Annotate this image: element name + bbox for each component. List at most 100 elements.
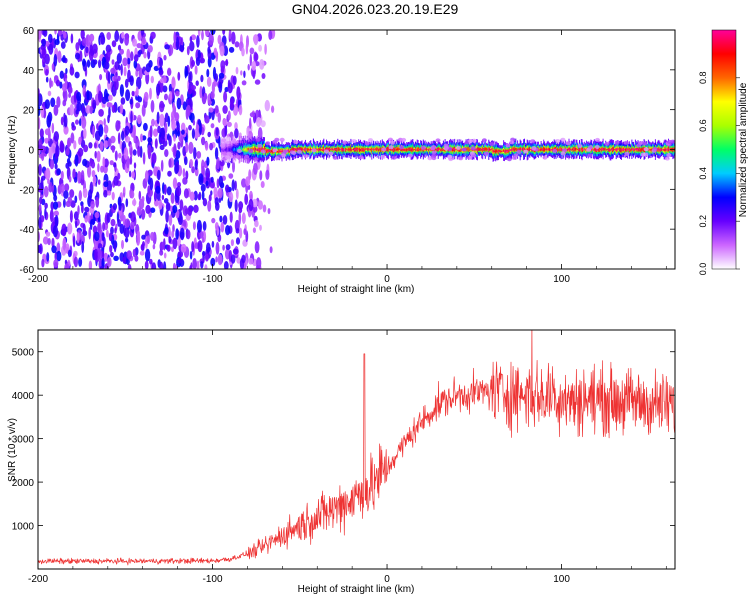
halo-speckle bbox=[471, 153, 476, 158]
noise-speckle bbox=[97, 243, 103, 249]
halo-speckle bbox=[303, 154, 309, 159]
noise-speckle bbox=[142, 152, 146, 165]
noise-speckle bbox=[149, 125, 153, 138]
signal-band-segment bbox=[319, 147, 321, 150]
signal-band-segment bbox=[408, 148, 409, 150]
signal-band-segment bbox=[504, 150, 505, 153]
noise-speckle bbox=[248, 198, 254, 212]
noise-speckle bbox=[94, 211, 100, 219]
noise-speckle bbox=[43, 185, 49, 198]
signal-band-segment bbox=[530, 148, 532, 151]
noise-speckle bbox=[136, 43, 142, 49]
signal-band-segment bbox=[256, 148, 258, 151]
noise-speckle bbox=[215, 256, 218, 263]
noise-speckle bbox=[103, 252, 109, 262]
halo-speckle bbox=[407, 153, 413, 158]
signal-band-segment bbox=[371, 148, 373, 152]
noise-speckle bbox=[38, 163, 42, 176]
snr-x-tick-label: 0 bbox=[384, 574, 390, 585]
noise-speckle bbox=[39, 196, 43, 205]
noise-speckle bbox=[156, 83, 161, 96]
spectrogram-y-tick-label: 20 bbox=[23, 106, 35, 117]
signal-band-segment bbox=[367, 148, 369, 150]
noise-speckle bbox=[252, 198, 258, 208]
signal-band-segment bbox=[242, 148, 244, 151]
signal-band-segment bbox=[323, 147, 325, 151]
noise-speckle bbox=[167, 67, 172, 77]
noise-speckle bbox=[164, 93, 168, 101]
colorbar-gradient bbox=[712, 30, 736, 269]
noise-speckle bbox=[245, 176, 251, 187]
noise-speckle bbox=[54, 30, 57, 35]
noise-speckle bbox=[175, 90, 180, 97]
signal-band-segment bbox=[455, 149, 457, 151]
signal-band-segment bbox=[353, 148, 355, 151]
noise-speckle bbox=[139, 250, 145, 256]
noise-speckle bbox=[51, 122, 55, 134]
snr-frame bbox=[37, 329, 676, 570]
halo-speckle bbox=[623, 140, 629, 145]
noise-speckle bbox=[42, 236, 49, 245]
signal-band-segment bbox=[415, 148, 416, 150]
signal-band-segment bbox=[343, 149, 345, 151]
signal-band-segment bbox=[271, 149, 273, 153]
noise-speckle bbox=[226, 121, 232, 128]
noise-speckle bbox=[172, 177, 178, 189]
halo-speckle bbox=[324, 149, 329, 154]
halo-speckle bbox=[666, 153, 672, 157]
halo-speckle bbox=[272, 148, 278, 153]
snr-plot-area bbox=[38, 330, 675, 569]
noise-speckle bbox=[259, 59, 265, 70]
signal-band-segment bbox=[331, 148, 333, 150]
halo-speckle bbox=[328, 151, 334, 156]
noise-speckle bbox=[210, 123, 215, 129]
noise-speckle bbox=[70, 33, 74, 44]
signal-band-segment bbox=[538, 149, 540, 151]
signal-band-segment bbox=[399, 148, 401, 150]
signal-band-segment bbox=[233, 148, 235, 152]
noise-speckle bbox=[207, 56, 212, 68]
spectrogram-axes: -200 -100 0 100 60 40 20 0 -20 -40 -60 bbox=[20, 26, 675, 285]
signal-band-segment bbox=[619, 148, 621, 151]
signal-band-segment bbox=[483, 148, 485, 150]
noise-speckle bbox=[111, 191, 115, 201]
signal-band-segment bbox=[307, 148, 309, 151]
noise-speckle bbox=[249, 112, 255, 118]
halo-speckle bbox=[467, 139, 473, 143]
noise-speckle bbox=[254, 241, 260, 254]
signal-band-segment bbox=[326, 148, 328, 151]
noise-speckle bbox=[121, 130, 125, 141]
signal-band-segment bbox=[572, 148, 573, 151]
signal-band-segment bbox=[605, 148, 607, 151]
noise-speckle bbox=[63, 198, 66, 208]
noise-speckle bbox=[126, 250, 132, 260]
signal-band-segment bbox=[318, 149, 320, 151]
noise-speckle bbox=[73, 176, 78, 183]
noise-speckle bbox=[218, 136, 221, 149]
halo-speckle bbox=[274, 137, 280, 142]
signal-band-segment bbox=[380, 148, 382, 151]
signal-band-segment bbox=[661, 149, 663, 151]
noise-speckle bbox=[60, 41, 66, 49]
noise-speckle bbox=[53, 210, 59, 217]
noise-speckle bbox=[159, 144, 165, 151]
signal-band-segment bbox=[489, 148, 491, 151]
noise-speckle bbox=[220, 221, 225, 233]
noise-speckle bbox=[210, 176, 214, 183]
signal-band-segment bbox=[510, 149, 512, 152]
noise-speckle bbox=[191, 59, 195, 67]
snr-series-line bbox=[38, 330, 675, 566]
noise-speckle bbox=[222, 30, 226, 35]
noise-speckle bbox=[73, 140, 77, 150]
noise-speckle bbox=[179, 199, 184, 211]
noise-speckle bbox=[245, 42, 249, 55]
signal-band-segment bbox=[361, 148, 363, 151]
noise-speckle bbox=[117, 172, 121, 180]
noise-speckle bbox=[110, 135, 116, 144]
noise-speckle bbox=[222, 215, 228, 225]
halo-speckle bbox=[577, 144, 583, 148]
noise-speckle bbox=[171, 77, 176, 90]
noise-speckle bbox=[163, 184, 167, 196]
halo-speckle bbox=[587, 153, 593, 158]
noise-speckle bbox=[88, 142, 93, 149]
